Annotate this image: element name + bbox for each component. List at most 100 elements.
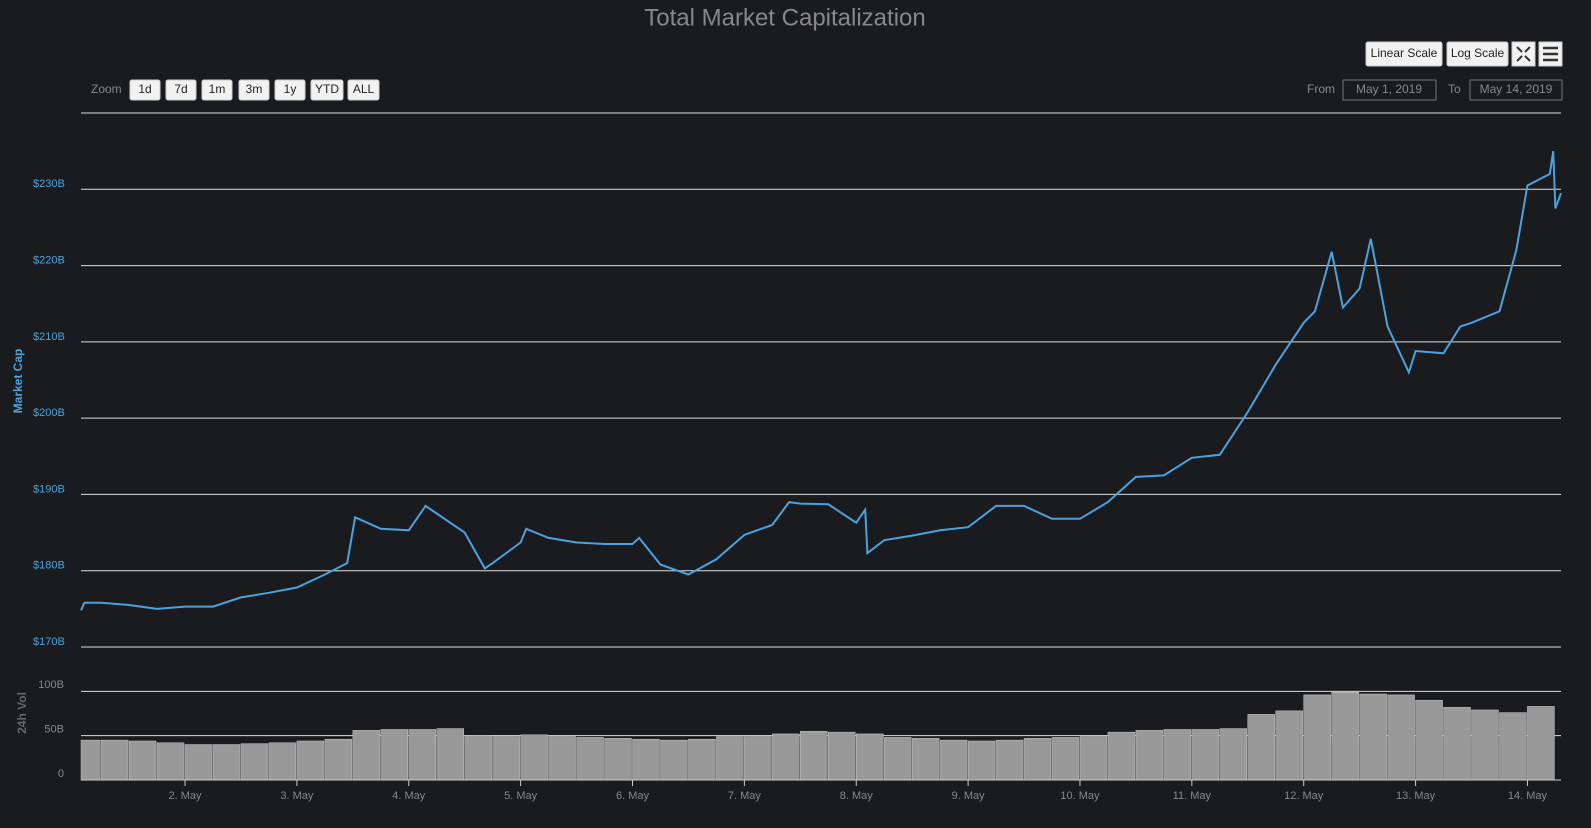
volume-bar	[576, 737, 604, 781]
volume-bar	[660, 739, 688, 781]
volume-bar	[1527, 706, 1555, 781]
volume-bar	[772, 733, 800, 781]
scale-button[interactable]	[1446, 41, 1509, 67]
fullscreen-button[interactable]	[1511, 41, 1536, 67]
volume-bar	[1275, 710, 1303, 781]
x-tick-label: 14. May	[1508, 790, 1548, 802]
zoom-button[interactable]	[310, 79, 344, 101]
volume-bar	[100, 739, 129, 781]
y-tick-label: 50B	[44, 724, 64, 736]
volume-bar	[1051, 737, 1080, 781]
volume-bar	[604, 738, 632, 781]
zoom-button[interactable]	[274, 79, 306, 101]
scale-button-label: Linear Scale	[1371, 46, 1438, 60]
zoom-button-label: 7d	[174, 82, 187, 96]
volume-bar	[492, 736, 520, 781]
volume-bar	[380, 729, 409, 781]
x-tick-label: 4. May	[392, 790, 426, 802]
volume-bar	[1499, 712, 1527, 781]
zoom-button[interactable]	[129, 79, 161, 101]
y-tick-label: $230B	[33, 178, 65, 190]
volume-bar	[967, 740, 996, 781]
volume-bar	[939, 739, 968, 781]
zoom-button-label: YTD	[315, 82, 339, 96]
volume-bar	[268, 742, 297, 781]
x-tick-label: 10. May	[1060, 790, 1100, 802]
chart-title: Total Market Capitalization	[644, 4, 925, 31]
y-tick-label: $210B	[33, 331, 65, 343]
from-input[interactable]	[1342, 79, 1437, 101]
to-input[interactable]	[1469, 79, 1563, 101]
scale-button-label: Log Scale	[1451, 46, 1505, 60]
y-tick-label: $220B	[33, 254, 65, 266]
volume-bar	[1107, 731, 1136, 781]
x-tick-label: 6. May	[616, 790, 650, 802]
volume-bar	[408, 729, 436, 781]
y-tick-label: $190B	[33, 483, 65, 495]
volume-bar	[828, 731, 856, 781]
volume-bar	[240, 743, 269, 781]
x-tick-label: 9. May	[952, 790, 986, 802]
volume-bar	[1443, 707, 1471, 781]
volume-bar	[548, 736, 576, 781]
y-tick-label: 100B	[38, 679, 64, 691]
zoom-button-label: 1d	[138, 82, 151, 96]
x-tick-label: 13. May	[1396, 790, 1436, 802]
zoom-button-label: ALL	[353, 82, 375, 96]
volume-bar	[128, 740, 157, 781]
y-axis-title: Market Cap	[11, 349, 25, 414]
zoom-button-label: 1m	[209, 82, 226, 96]
to-label: To	[1448, 82, 1461, 96]
volume-bar	[1331, 691, 1359, 781]
menu-icon	[1543, 46, 1558, 62]
volume-bar	[80, 739, 101, 781]
fullscreen-icon	[1516, 46, 1531, 62]
volume-bar	[716, 736, 744, 781]
volume-bar	[184, 744, 213, 781]
y-tick-label: $180B	[33, 560, 65, 572]
zoom-button[interactable]	[165, 79, 197, 101]
volume-bar	[1415, 699, 1443, 781]
volume-bar	[800, 730, 828, 781]
volume-bar	[1387, 694, 1415, 781]
to-value: May 14, 2019	[1480, 82, 1553, 96]
volume-bar	[436, 728, 464, 781]
from-label: From	[1307, 82, 1335, 96]
volume-bar	[855, 733, 884, 781]
volume-bar	[688, 738, 716, 781]
volume-bar	[296, 740, 325, 781]
zoom-button[interactable]	[347, 79, 380, 101]
volume-bar	[911, 738, 940, 781]
volume-bar	[156, 742, 185, 781]
zoom-button-label: 3m	[246, 82, 263, 96]
volume-bar	[324, 738, 353, 781]
y-tick-label: $170B	[33, 636, 65, 648]
volume-bar	[744, 736, 772, 781]
volume-bar	[1023, 738, 1052, 781]
volume-axis-title: 24h Vol	[15, 692, 29, 734]
volume-bar	[1135, 730, 1164, 781]
scale-button[interactable]	[1365, 41, 1443, 67]
zoom-button[interactable]	[238, 79, 270, 101]
volume-bar	[1163, 729, 1192, 781]
volume-bar	[995, 739, 1024, 781]
volume-bar	[212, 744, 241, 781]
zoom-label: Zoom	[91, 82, 122, 96]
volume-bar	[1191, 729, 1220, 781]
x-tick-label: 5. May	[504, 790, 538, 802]
market-cap-line	[80, 150, 1562, 611]
volume-bar	[1471, 709, 1499, 781]
volume-bar	[464, 735, 492, 781]
x-tick-label: 3. May	[280, 790, 314, 802]
zoom-button-label: 1y	[284, 82, 297, 96]
x-tick-label: 8. May	[840, 790, 874, 802]
volume-bar	[1303, 694, 1331, 781]
volume-bar	[1219, 728, 1248, 781]
volume-bar	[883, 737, 912, 781]
volume-bar	[1359, 693, 1387, 781]
volume-bar	[1079, 736, 1108, 781]
x-tick-label: 12. May	[1284, 790, 1324, 802]
zoom-button[interactable]	[201, 79, 233, 101]
x-tick-label: 11. May	[1173, 790, 1212, 802]
